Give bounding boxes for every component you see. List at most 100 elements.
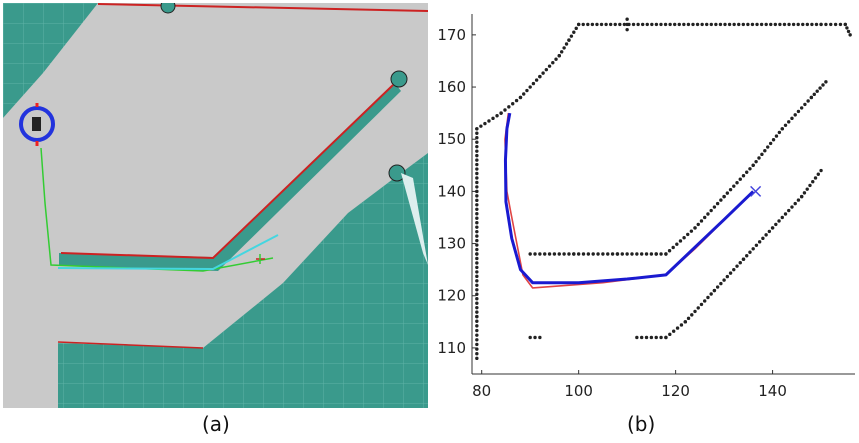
obstacle-point	[693, 309, 697, 314]
obstacle-point	[543, 252, 547, 256]
obstacle-point	[686, 22, 691, 27]
obstacle-point	[735, 180, 739, 185]
obstacle-point	[640, 22, 645, 27]
obstacle-point	[475, 189, 479, 194]
obstacle-point	[559, 50, 564, 54]
obstacle-point	[690, 313, 694, 317]
obstacle-point	[757, 240, 762, 244]
obstacle-point	[654, 22, 659, 27]
obstacle-point	[664, 335, 668, 340]
obstacle-point	[787, 22, 791, 27]
obstacle-point	[636, 22, 640, 27]
obstacle-point	[693, 226, 697, 230]
obstacle-point	[544, 67, 549, 72]
obstacle-point	[475, 252, 479, 256]
obstacle-point	[738, 260, 742, 265]
obstacle-point	[751, 163, 755, 168]
obstacle-point	[576, 252, 581, 256]
obstacle-point	[667, 249, 672, 253]
obstacle-point	[815, 89, 819, 93]
obstacle-point	[741, 22, 746, 27]
obstacle-point	[533, 252, 537, 256]
obstacle-point	[773, 22, 778, 27]
obstacle-point	[591, 252, 595, 256]
obstacle-point	[829, 22, 833, 27]
obstacle-point	[604, 22, 608, 27]
obstacle-point	[796, 22, 800, 27]
obstacle-point	[625, 252, 629, 256]
obstacle-point	[618, 22, 622, 27]
caption-b: (b)	[627, 412, 656, 436]
obstacle-point	[741, 174, 746, 178]
obstacle-point	[659, 22, 663, 27]
obstacle-point	[562, 46, 566, 50]
obstacle-point	[778, 22, 782, 27]
obstacle-point	[819, 22, 823, 27]
obstacle-point	[528, 335, 532, 340]
obstacle-point	[475, 220, 479, 225]
obstacle-point	[760, 152, 764, 157]
obstacle-point	[793, 201, 797, 206]
obstacle-point	[709, 208, 713, 213]
obstacle-point	[764, 233, 768, 237]
obstacle-point	[757, 156, 761, 160]
robot-marker	[19, 103, 55, 146]
obstacle-point	[783, 212, 788, 216]
tracked-path-line	[503, 112, 755, 285]
obstacle-point	[608, 22, 613, 27]
obstacle-point	[719, 198, 723, 202]
obstacle-point	[630, 252, 634, 256]
obstacle-point	[682, 22, 686, 27]
obstacle-point	[732, 267, 736, 272]
map-view	[3, 0, 429, 408]
obstacle-point	[846, 29, 851, 34]
obstacle-point	[475, 229, 479, 234]
obstacle-point	[799, 106, 804, 110]
obstacle-point	[475, 324, 479, 328]
obstacle-point	[475, 256, 479, 261]
obstacle-point	[808, 183, 812, 188]
obstacle-point	[818, 86, 822, 90]
obstacle-point	[805, 187, 809, 191]
obstacle-point	[683, 320, 688, 324]
obstacle-point	[671, 245, 675, 250]
obstacle-point	[735, 264, 739, 268]
obstacle-point	[475, 342, 479, 347]
obstacle-point	[525, 88, 529, 93]
obstacle-point	[635, 335, 639, 340]
obstacle-point	[528, 85, 532, 89]
y-tick-label: 130	[437, 235, 466, 253]
obstacle-point	[703, 299, 707, 303]
obstacle-point	[625, 22, 629, 27]
obstacle-point	[475, 149, 479, 153]
obstacle-point	[677, 22, 681, 27]
obstacle-point	[782, 22, 787, 27]
obstacle-point	[475, 158, 479, 162]
obstacle-point	[821, 83, 825, 87]
obstacle-point	[475, 279, 479, 283]
obstacle-point	[534, 78, 539, 82]
obstacle-point	[763, 148, 767, 153]
obstacle-point	[487, 119, 491, 123]
obstacle-point	[475, 319, 479, 323]
obstacle-point	[518, 95, 523, 100]
x-tick-label: 80	[472, 382, 491, 400]
obstacle-point	[475, 274, 479, 279]
obstacle-point	[663, 22, 668, 27]
obstacle-point	[644, 252, 649, 256]
obstacle-point	[759, 22, 764, 27]
obstacle-point	[712, 288, 717, 293]
obstacle-point	[639, 335, 644, 340]
obstacle-point	[562, 252, 566, 256]
obstacle-point	[675, 242, 679, 246]
obstacle-point	[796, 109, 801, 114]
obstacle-point	[650, 22, 654, 27]
obstacle-point	[848, 33, 852, 37]
trajectory-chart: 80 100 120 140 110 120 130 140 150 160 170	[430, 0, 859, 410]
obstacle-point	[695, 22, 700, 27]
obstacle-point	[590, 22, 595, 27]
y-tick-label: 140	[437, 182, 466, 200]
obstacle-point	[572, 252, 576, 256]
obstacle-point	[576, 22, 581, 27]
obstacle-point	[812, 92, 816, 97]
